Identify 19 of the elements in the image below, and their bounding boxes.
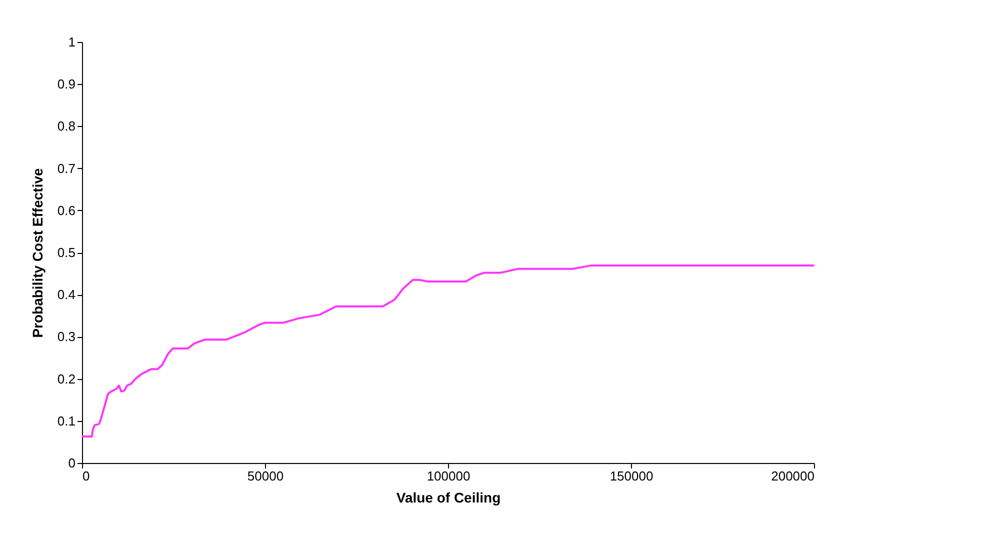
x-tick-label: 200000 bbox=[771, 468, 814, 484]
y-tick-label: 0 bbox=[68, 456, 76, 470]
x-tick-label: 100000 bbox=[426, 468, 470, 484]
x-tick-label: 0 bbox=[82, 468, 90, 484]
y-axis-title: Probability Cost Effective bbox=[29, 168, 46, 338]
y-tick-label: 0.1 bbox=[57, 413, 76, 428]
x-tick-label: 50000 bbox=[247, 468, 284, 484]
y-tick-label: 0.5 bbox=[57, 245, 76, 260]
y-tick-label: 0.7 bbox=[57, 160, 76, 176]
x-tick-label: 150000 bbox=[610, 468, 654, 484]
line-series bbox=[81, 264, 815, 438]
x-axis-title: Value of Ceiling bbox=[396, 490, 501, 506]
y-tick-label: 1 bbox=[68, 34, 76, 50]
y-tick-label: 0.8 bbox=[57, 118, 76, 134]
y-tick-label: 0.3 bbox=[57, 329, 76, 344]
y-tick-label: 0.2 bbox=[57, 371, 76, 386]
y-tick-label: 0.4 bbox=[57, 287, 76, 302]
y-tick-label: 0.6 bbox=[57, 202, 76, 218]
y-tick-label: 0.9 bbox=[57, 76, 76, 92]
